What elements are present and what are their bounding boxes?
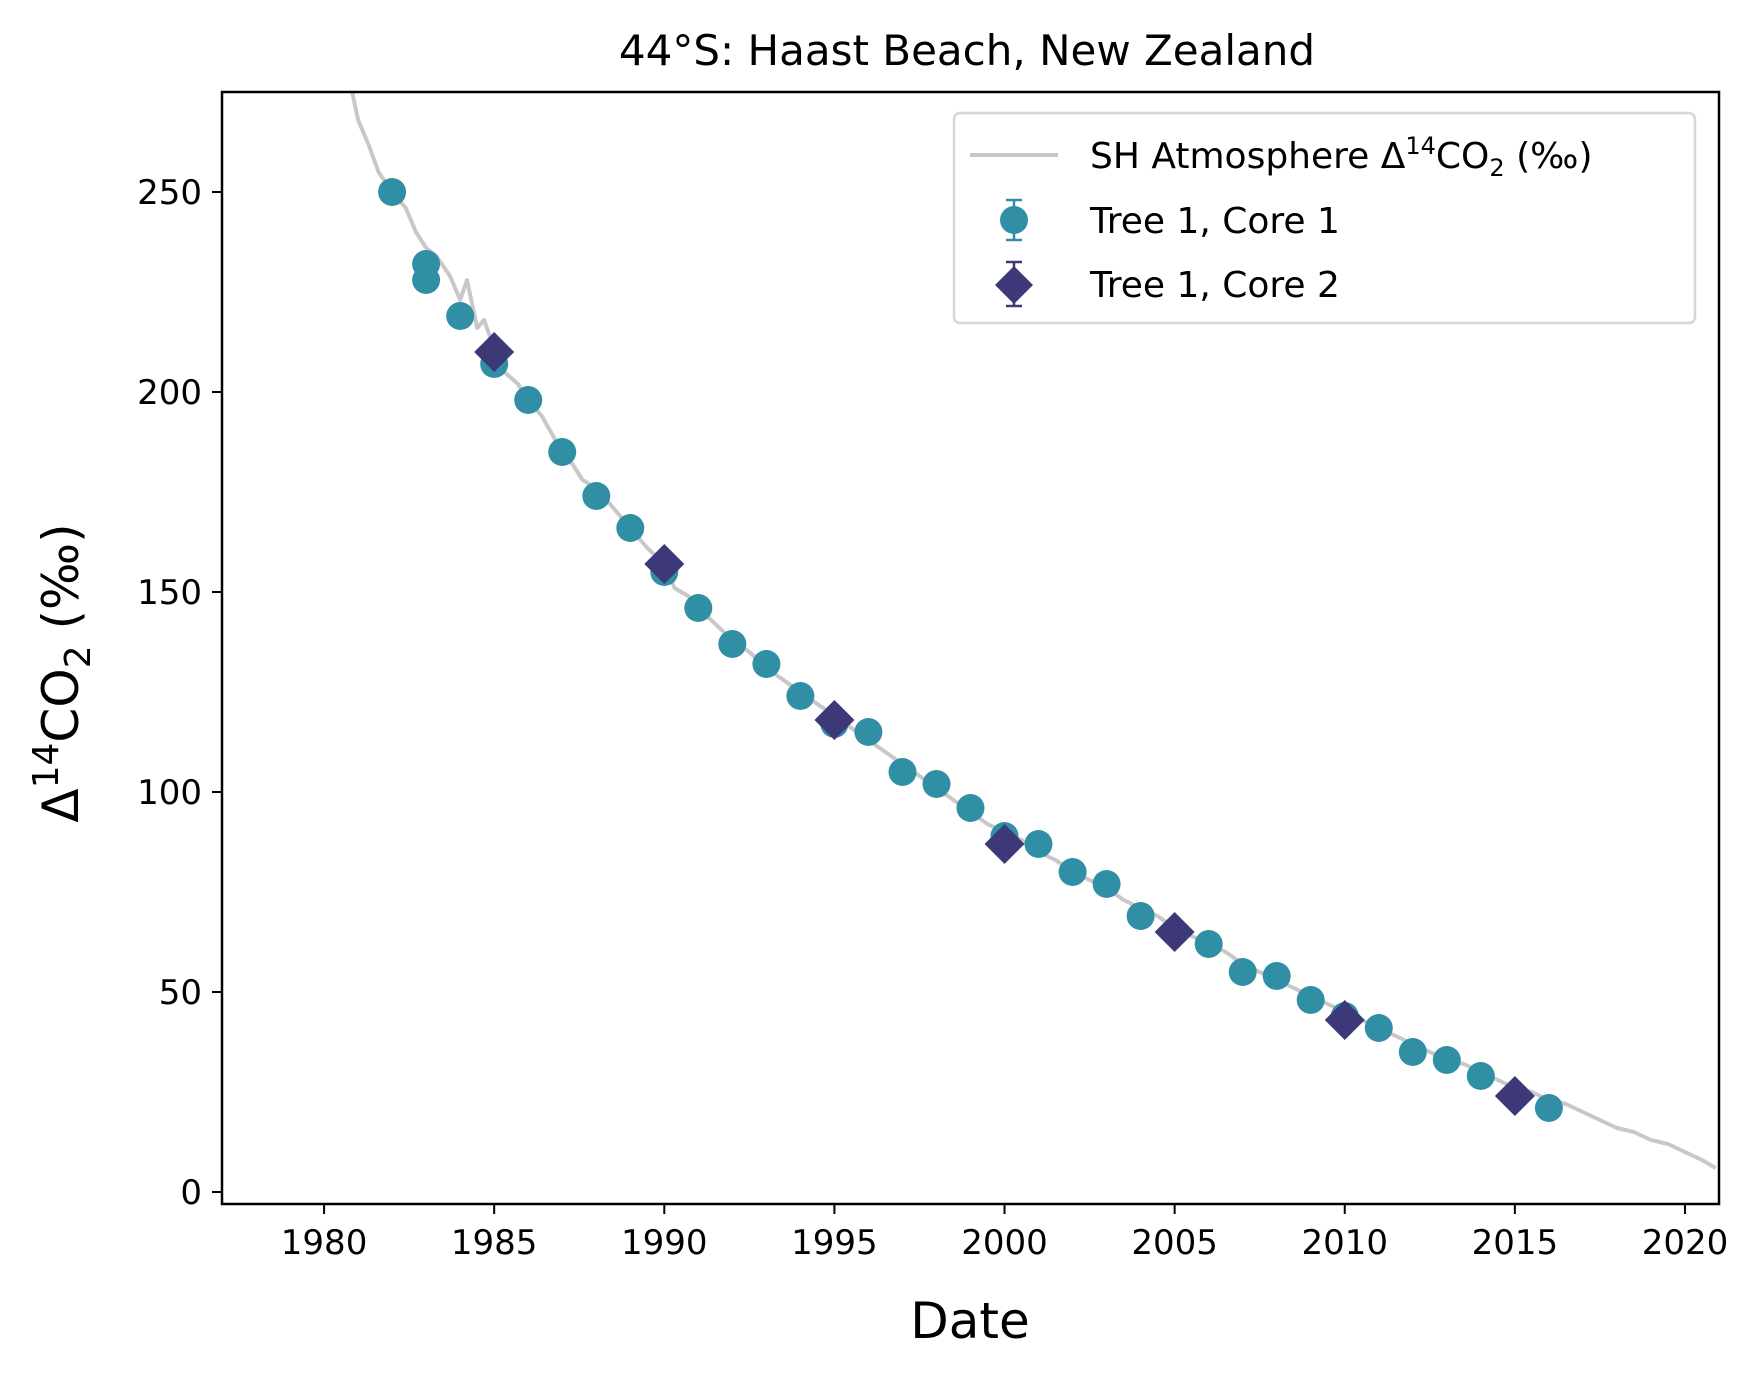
- core1-point: [514, 386, 543, 414]
- legend-label-atmosphere: SH Atmosphere Δ14CO2 (‰): [1090, 132, 1593, 182]
- x-tick-label: 2000: [961, 1223, 1048, 1263]
- legend-label-core2: Tree 1, Core 2: [1089, 265, 1340, 306]
- x-tick-label: 2015: [1472, 1223, 1559, 1263]
- x-tick-label: 2010: [1301, 1223, 1388, 1263]
- legend-core2-marker: [995, 266, 1033, 304]
- core1-point: [1092, 870, 1121, 898]
- core1-point: [446, 302, 475, 330]
- core2-point: [1324, 1000, 1365, 1040]
- core1-point: [922, 770, 951, 798]
- legend-frame: [952, 111, 1697, 325]
- core1-point: [1058, 858, 1087, 886]
- x-axis-label: Date: [910, 1292, 1030, 1350]
- core2-point: [474, 332, 515, 372]
- core2-point: [1494, 1076, 1535, 1116]
- core1-point: [1126, 902, 1155, 930]
- core1-point: [582, 482, 611, 510]
- core1-point: [1024, 830, 1053, 858]
- core1-point: [1466, 1062, 1495, 1090]
- core1-point: [956, 794, 985, 822]
- legend: SH Atmosphere Δ14CO2 (‰) Tree 1, Core 1 …: [952, 111, 1697, 325]
- core1-point: [786, 682, 815, 710]
- x-tick-label: 1995: [791, 1223, 878, 1263]
- x-tick-label: 1980: [281, 1223, 368, 1263]
- core1-point: [1364, 1014, 1393, 1042]
- core1-point: [1398, 1038, 1427, 1066]
- core2-point: [644, 544, 685, 584]
- core1-point: [684, 594, 713, 622]
- core1-point: [1262, 962, 1291, 990]
- core1-point: [888, 758, 917, 786]
- chart-title: 44°S: Haast Beach, New Zealand: [619, 26, 1315, 75]
- core1-point: [1296, 986, 1325, 1014]
- core2-point: [1154, 912, 1195, 952]
- plot-area: [350, 92, 1717, 1170]
- legend-label-core1: Tree 1, Core 1: [1089, 201, 1340, 242]
- y-tick-label: 0: [180, 1173, 202, 1213]
- core1-point: [718, 630, 747, 658]
- x-tick-label: 1990: [621, 1223, 708, 1263]
- y-axis-ticks: 0 50 100 150 200 250: [137, 173, 222, 1213]
- legend-core1-marker: [1000, 206, 1028, 234]
- core1-point: [854, 718, 883, 746]
- core1-point: [378, 178, 407, 206]
- core1-point: [1534, 1094, 1563, 1122]
- y-tick-label: 150: [137, 573, 202, 613]
- core1-point: [1432, 1046, 1461, 1074]
- core2-point: [984, 824, 1025, 864]
- y-tick-label: 200: [137, 373, 202, 413]
- core1-point: [752, 650, 781, 678]
- x-axis-ticks: 1980 1985 1990 1995 2000 2005 2010 2015 2020: [281, 1204, 1728, 1263]
- core1-point: [548, 438, 577, 466]
- y-tick-label: 100: [137, 773, 202, 813]
- plot-series: [350, 92, 1717, 1170]
- y-axis-label: Δ14CO2 (‰): [26, 523, 99, 822]
- core1-point: [1228, 958, 1257, 986]
- x-tick-label: 1985: [451, 1223, 538, 1263]
- plot-frame: [220, 90, 1721, 1206]
- core2-point: [814, 700, 855, 740]
- x-tick-label: 2020: [1642, 1223, 1729, 1263]
- core1-point: [616, 514, 645, 542]
- y-tick-label: 50: [159, 973, 202, 1013]
- core1-point: [1194, 930, 1223, 958]
- x-tick-label: 2005: [1131, 1223, 1218, 1263]
- core1-point: [412, 266, 441, 294]
- y-tick-label: 250: [137, 173, 202, 213]
